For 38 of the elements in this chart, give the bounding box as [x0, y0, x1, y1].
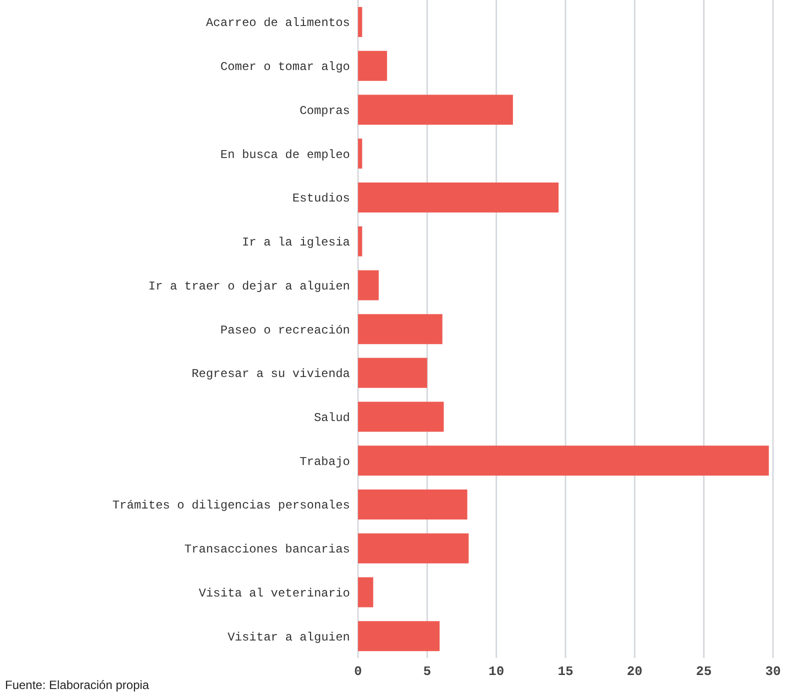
x-tick-label: 30: [765, 664, 781, 680]
bar: [358, 50, 388, 81]
y-tick-label: Compras: [300, 104, 350, 118]
y-tick-label: Trámites o diligencias personales: [112, 498, 350, 513]
bar: [358, 446, 769, 476]
bar: [358, 490, 468, 520]
y-tick-label: Paseo o recreación: [220, 323, 350, 338]
bar: [358, 7, 362, 37]
bar: [358, 182, 559, 212]
y-tick-label: Visita al veterinario: [198, 586, 350, 600]
bar: [358, 314, 442, 344]
bar: [358, 270, 379, 300]
x-tick-label: 15: [558, 664, 574, 680]
y-tick-label: En busca de empleo: [220, 148, 350, 162]
bar: [358, 621, 440, 652]
y-tick-label: Acarreo de alimentos: [206, 16, 350, 30]
bar: [358, 533, 469, 564]
bar: [358, 577, 374, 608]
bar: [358, 94, 513, 125]
x-tick-label: 10: [488, 664, 504, 680]
y-tick-label: Comer o tomar algo: [220, 60, 350, 74]
y-tick-label: Ir a traer o dejar a alguien: [148, 279, 350, 294]
y-tick-label: Regresar a su vivienda: [192, 367, 350, 382]
x-tick-label: 25: [696, 664, 712, 680]
x-tick-label: 20: [626, 664, 643, 680]
y-tick-label: Salud: [314, 410, 350, 425]
x-tick-label: 5: [423, 664, 432, 680]
bar: [358, 358, 428, 388]
source-note: Fuente: Elaboración propia: [5, 678, 150, 692]
bar: [358, 226, 362, 256]
y-tick-label: Trabajo: [300, 454, 350, 469]
y-tick-label: Ir a la iglesia: [242, 236, 350, 250]
y-tick-label: Transacciones bancarias: [184, 542, 350, 557]
y-tick-label: Estudios: [292, 192, 350, 206]
x-tick-label: 0: [354, 664, 362, 680]
bar: [358, 138, 362, 169]
y-tick-label: Visitar a alguien: [228, 630, 350, 644]
bar: [358, 402, 444, 432]
